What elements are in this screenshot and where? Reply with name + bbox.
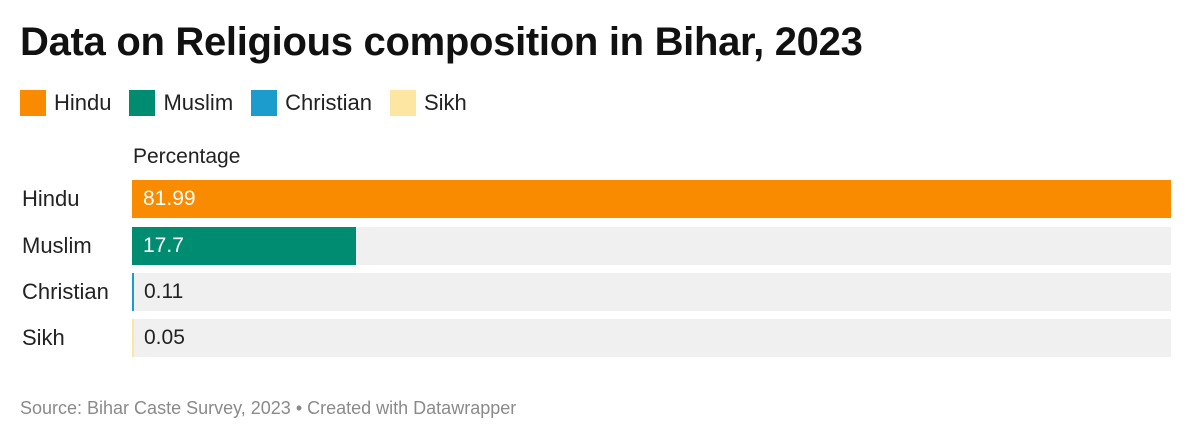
bar-value-label: 81.99 [143, 187, 196, 210]
legend-label-muslim: Muslim [163, 90, 234, 115]
bar-track: 81.99 [132, 180, 1171, 218]
legend-item-hindu: Hindu [20, 90, 111, 116]
bar-value-label: 17.7 [143, 234, 184, 257]
legend-swatch-christian [251, 90, 278, 116]
bar-track: 0.05 [132, 319, 1171, 357]
bar-christian [132, 273, 134, 311]
bar-value-label: 0.11 [144, 280, 184, 303]
legend-item-sikh: Sikh [389, 90, 467, 116]
bar-muslim [132, 227, 356, 265]
footer-separator: • [290, 398, 308, 418]
bar-value-label: 0.05 [144, 326, 185, 349]
bar-sikh [132, 319, 134, 357]
legend-swatch-hindu [20, 90, 46, 116]
bar-category-label: Muslim [22, 233, 92, 258]
bar-row-muslim: Muslim 17.7 [0, 227, 1200, 265]
bar-row-christian: Christian 0.11 [0, 273, 1200, 311]
legend-swatch-sikh [389, 90, 416, 116]
legend-label-hindu: Hindu [54, 90, 112, 115]
bar-track: 0.11 [132, 273, 1171, 311]
source-note: Source: Bihar Caste Survey, 2023 [20, 398, 291, 418]
bar-row-sikh: Sikh 0.05 [0, 319, 1200, 357]
chart-footer: Source: Bihar Caste Survey, 2023 • Creat… [20, 398, 516, 419]
chart-title: Data on Religious composition in Bihar, … [20, 20, 863, 64]
datawrapper-link[interactable]: Created with Datawrapper [307, 398, 517, 418]
bar-row-hindu: Hindu 81.99 [0, 180, 1200, 218]
bar-category-label: Hindu [22, 186, 80, 211]
bar-hindu [132, 180, 1171, 218]
bar-track: 17.7 [132, 227, 1171, 265]
legend-swatch-muslim [129, 90, 156, 116]
bar-category-label: Sikh [22, 325, 65, 350]
legend-label-sikh: Sikh [423, 90, 467, 115]
legend-item-muslim: Muslim [129, 90, 233, 116]
column-header: Percentage [133, 145, 241, 168]
bar-category-label: Christian [22, 279, 109, 304]
legend-item-christian: Christian [251, 90, 372, 116]
legend-label-christian: Christian [285, 90, 372, 115]
chart-legend: Hindu Muslim Christian Sikh [20, 89, 485, 117]
